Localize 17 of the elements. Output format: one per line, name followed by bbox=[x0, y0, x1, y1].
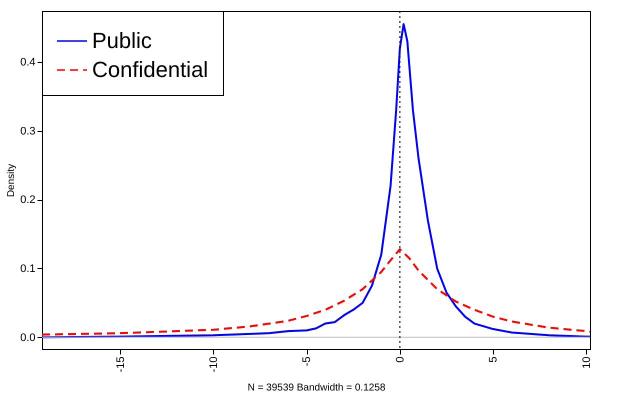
line-series bbox=[41, 23, 591, 338]
legend-label: Public bbox=[92, 28, 152, 53]
line-series bbox=[41, 248, 591, 336]
y-tick-label: 0.2 bbox=[20, 194, 36, 206]
y-tick-label: 0.1 bbox=[20, 262, 36, 275]
x-tick-label: 0 bbox=[394, 356, 406, 363]
y-tick-label: 0.0 bbox=[20, 332, 36, 344]
x-tick-label: -15 bbox=[114, 356, 127, 372]
x-tick-label: 10 bbox=[580, 356, 593, 369]
x-axis-title: N = 39539 Bandwidth = 0.1258 bbox=[248, 382, 386, 394]
legend-label: Confidential bbox=[92, 57, 208, 82]
x-tick-label: -10 bbox=[208, 356, 220, 372]
y-tick-label: 0.3 bbox=[20, 125, 36, 138]
x-tick-label: 5 bbox=[488, 356, 500, 363]
x-tick-label: -5 bbox=[301, 356, 314, 366]
y-axis-title: Density bbox=[6, 164, 18, 198]
y-tick-label: 0.4 bbox=[20, 56, 36, 68]
